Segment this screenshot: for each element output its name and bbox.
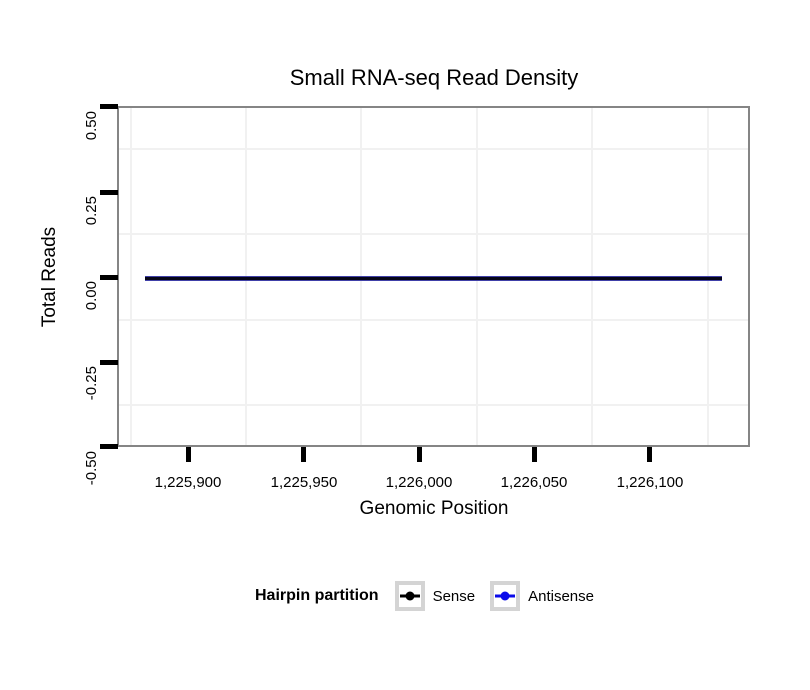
y-axis-tick [100, 360, 118, 365]
x-axis-title: Genomic Position [359, 498, 509, 519]
legend-key-antisense [490, 581, 521, 611]
y-tick-label: -0.25 [83, 366, 100, 401]
x-axis-tick [301, 447, 306, 462]
y-tick-label: -0.50 [83, 451, 100, 486]
minor-gridline-y [119, 233, 748, 235]
minor-gridline-y [119, 319, 748, 321]
minor-gridline-x [130, 108, 132, 445]
y-axis-tick [100, 275, 118, 280]
y-axis-tick [100, 190, 118, 195]
legend-label-sense: Sense [432, 587, 476, 605]
x-axis-tick [417, 447, 422, 462]
sense-series-line [145, 277, 722, 280]
x-tick-label: 1,225,900 [154, 474, 222, 491]
x-axis-tick [186, 447, 191, 462]
legend-label-antisense: Antisense [528, 587, 594, 605]
x-axis-tick [647, 447, 652, 462]
chart-title: Small RNA-seq Read Density [289, 65, 579, 90]
legend-key-sense [394, 581, 425, 611]
y-tick-label: 0.50 [83, 111, 100, 141]
plot-panel [117, 106, 750, 447]
x-tick-label: 1,225,950 [270, 474, 338, 491]
y-axis-title: Total Reads [39, 226, 60, 328]
minor-gridline-y [119, 148, 748, 150]
y-axis-tick [100, 104, 118, 109]
y-tick-label: 0.25 [83, 196, 100, 226]
x-axis-tick [532, 447, 537, 462]
x-tick-label: 1,226,000 [385, 474, 453, 491]
series-line-group [145, 276, 722, 281]
antisense-point-icon [500, 591, 510, 601]
x-tick-label: 1,226,050 [500, 474, 568, 491]
sense-point-icon [405, 591, 415, 601]
x-tick-label: 1,226,100 [616, 474, 684, 491]
y-axis-tick [100, 444, 118, 449]
legend: Hairpin partition Sense Antisense [255, 578, 594, 614]
y-tick-label: 0.00 [83, 281, 100, 311]
legend-title: Hairpin partition [255, 587, 379, 604]
minor-gridline-y [119, 404, 748, 406]
